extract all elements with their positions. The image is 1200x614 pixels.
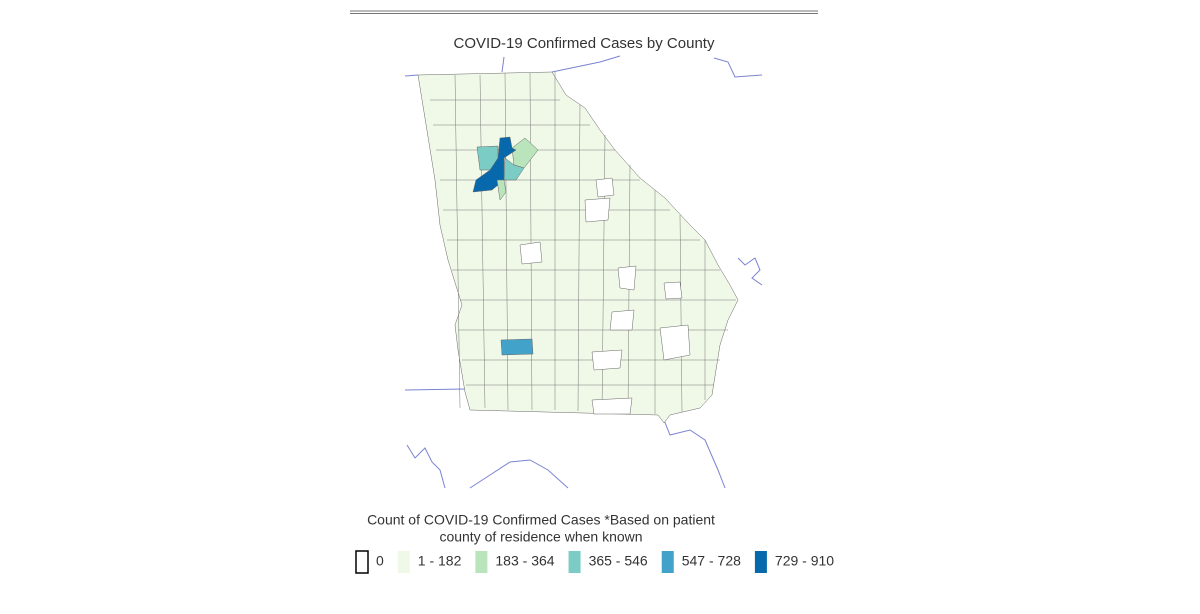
legend-swatch (355, 550, 369, 574)
legend-label: 729 - 910 (775, 553, 834, 569)
legend-label: 1 - 182 (418, 553, 462, 569)
county (500, 338, 534, 356)
county (663, 281, 683, 300)
state-border (404, 257, 763, 391)
legend-label: 547 - 728 (682, 553, 741, 569)
state-border (501, 56, 505, 73)
map (404, 55, 763, 489)
legend-swatch (397, 551, 410, 573)
legend-label: 365 - 546 (589, 553, 648, 569)
coast (406, 419, 726, 489)
legend-swatch (475, 551, 488, 573)
state (417, 71, 739, 424)
legend-label: 183 - 364 (495, 553, 554, 569)
county (595, 177, 615, 198)
county (519, 241, 543, 265)
county (591, 349, 623, 371)
legend-title: Count of COVID-19 Confirmed Cases *Based… (367, 512, 715, 528)
legend-swatch (568, 551, 581, 573)
legend: 0 1 - 182 183 - 364 365 - 546 547 - 728 729 -… (355, 550, 834, 574)
map-title: COVID-19 Confirmed Cases by County (454, 35, 715, 52)
county (496, 179, 507, 201)
legend-label: 0 (376, 553, 384, 569)
legend-title: county of residence when known (439, 529, 642, 545)
county (609, 309, 635, 331)
county (617, 265, 637, 291)
county (511, 137, 539, 169)
legend-swatch (661, 551, 674, 573)
county (659, 324, 691, 361)
state-border (404, 55, 763, 78)
county (591, 397, 633, 415)
legend-swatch (754, 551, 767, 573)
county (584, 197, 611, 223)
